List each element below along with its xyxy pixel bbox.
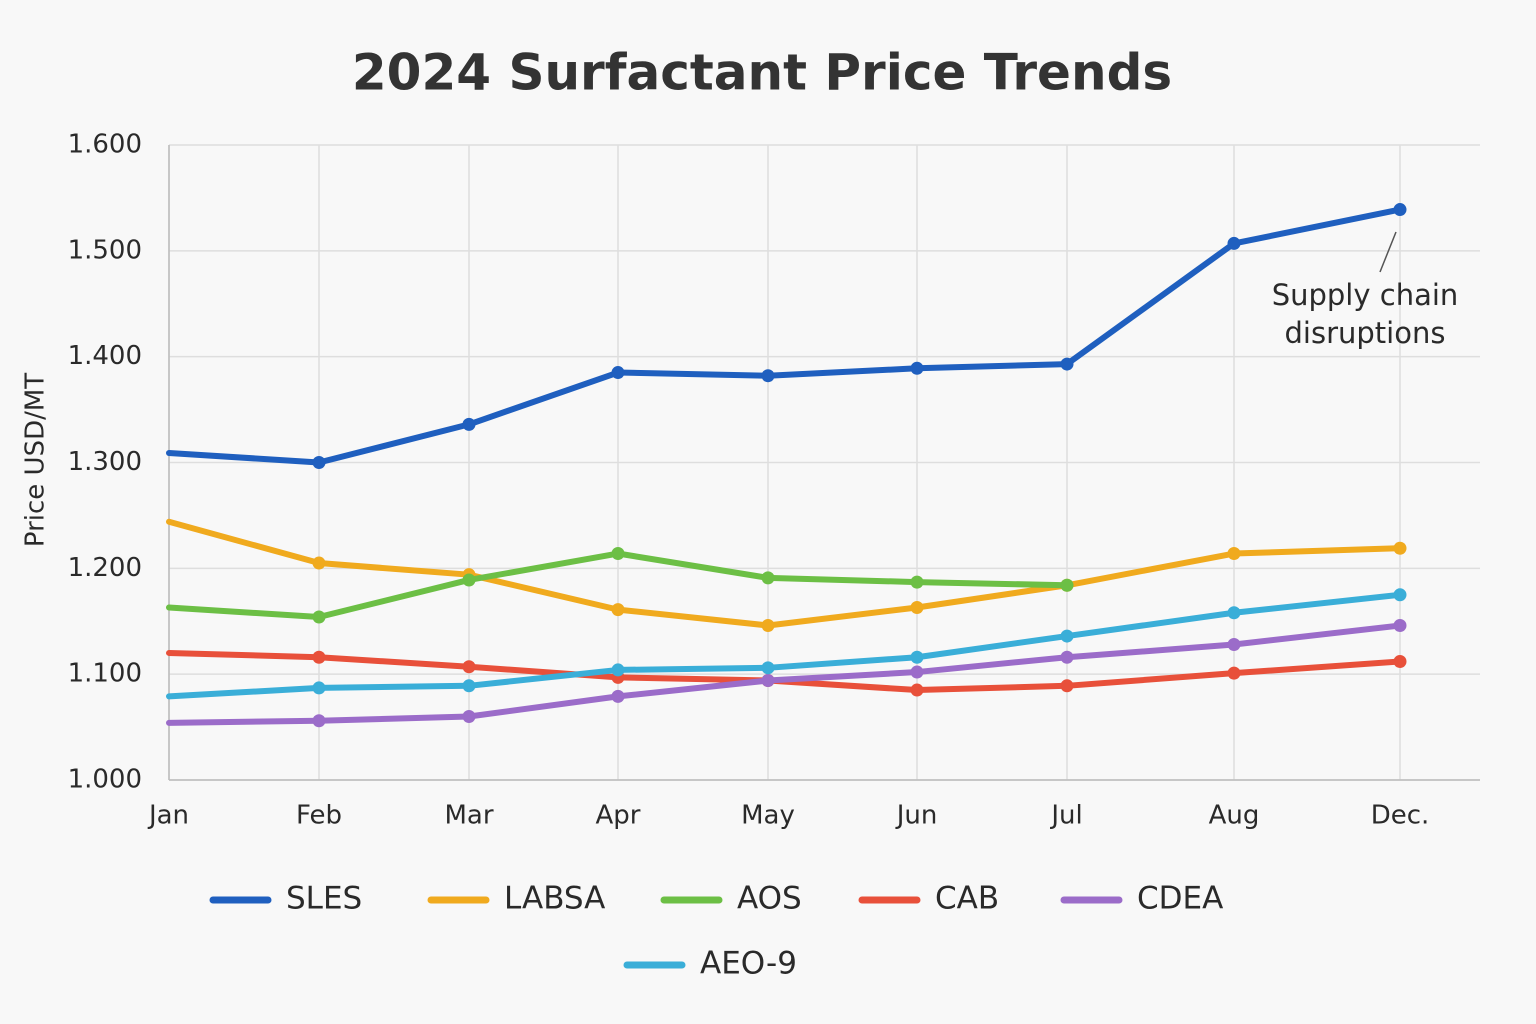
data-point [462,679,476,693]
data-point [761,618,775,632]
data-point [1227,606,1241,620]
legend-label: CAB [935,881,999,917]
data-point [312,714,326,728]
data-point [611,663,625,677]
data-point [761,674,775,688]
data-point [312,681,326,695]
legend-label: LABSA [504,881,605,917]
chart-title: 2024 Surfactant Price Trends [352,44,1172,102]
data-point [910,650,924,664]
x-tick-label: Feb [296,801,342,831]
y-tick-label: 1.000 [68,765,142,795]
data-point [611,366,625,380]
data-point [1393,588,1407,602]
data-point [1060,629,1074,643]
data-point [910,683,924,697]
data-point [910,665,924,679]
data-point [462,660,476,674]
x-tick-label: Jul [1049,801,1082,831]
data-point [611,547,625,561]
data-point [611,603,625,617]
x-tick-label: Jun [895,801,938,831]
data-point [1060,650,1074,664]
data-point [1227,547,1241,561]
legend-label: AOS [737,881,802,917]
data-point [312,650,326,664]
x-tick-label: Apr [596,801,641,831]
data-point [761,661,775,675]
data-point [1393,618,1407,632]
data-point [1060,578,1074,592]
data-point [462,417,476,431]
data-point [1393,541,1407,555]
y-tick-label: 1.300 [68,447,142,477]
x-tick-label: Dec. [1371,801,1430,831]
data-point [1227,638,1241,652]
x-tick-label: Aug [1209,801,1260,831]
data-point [761,571,775,585]
data-point [1060,357,1074,371]
data-point [910,575,924,589]
legend-label: SLES [286,881,362,917]
legend-label: AEO-9 [700,946,797,982]
legend-label: CDEA [1137,881,1223,917]
y-axis-label: Price USD/MT [21,373,51,547]
annotation-leader [1379,231,1397,273]
data-point [1227,236,1241,250]
y-tick-label: 1.100 [68,659,142,689]
data-point [312,610,326,624]
data-point [761,369,775,383]
data-point [1227,666,1241,680]
data-point [462,573,476,587]
data-point [462,710,476,723]
annotation: disruptions [1285,316,1446,350]
data-point [312,556,326,570]
y-tick-label: 1.400 [68,341,142,371]
data-point [312,456,326,469]
data-point [910,600,924,614]
data-point [1393,654,1407,668]
data-point [611,689,625,703]
data-point [1060,679,1074,693]
data-point [910,361,924,375]
x-tick-label: Mar [444,801,493,831]
y-tick-label: 1.600 [68,130,142,160]
annotation: Supply chain [1272,278,1459,312]
x-tick-label: May [741,801,795,831]
y-tick-label: 1.200 [68,553,142,583]
data-point [1393,203,1407,217]
y-tick-label: 1.500 [68,235,142,265]
x-tick-label: Jan [147,801,189,831]
